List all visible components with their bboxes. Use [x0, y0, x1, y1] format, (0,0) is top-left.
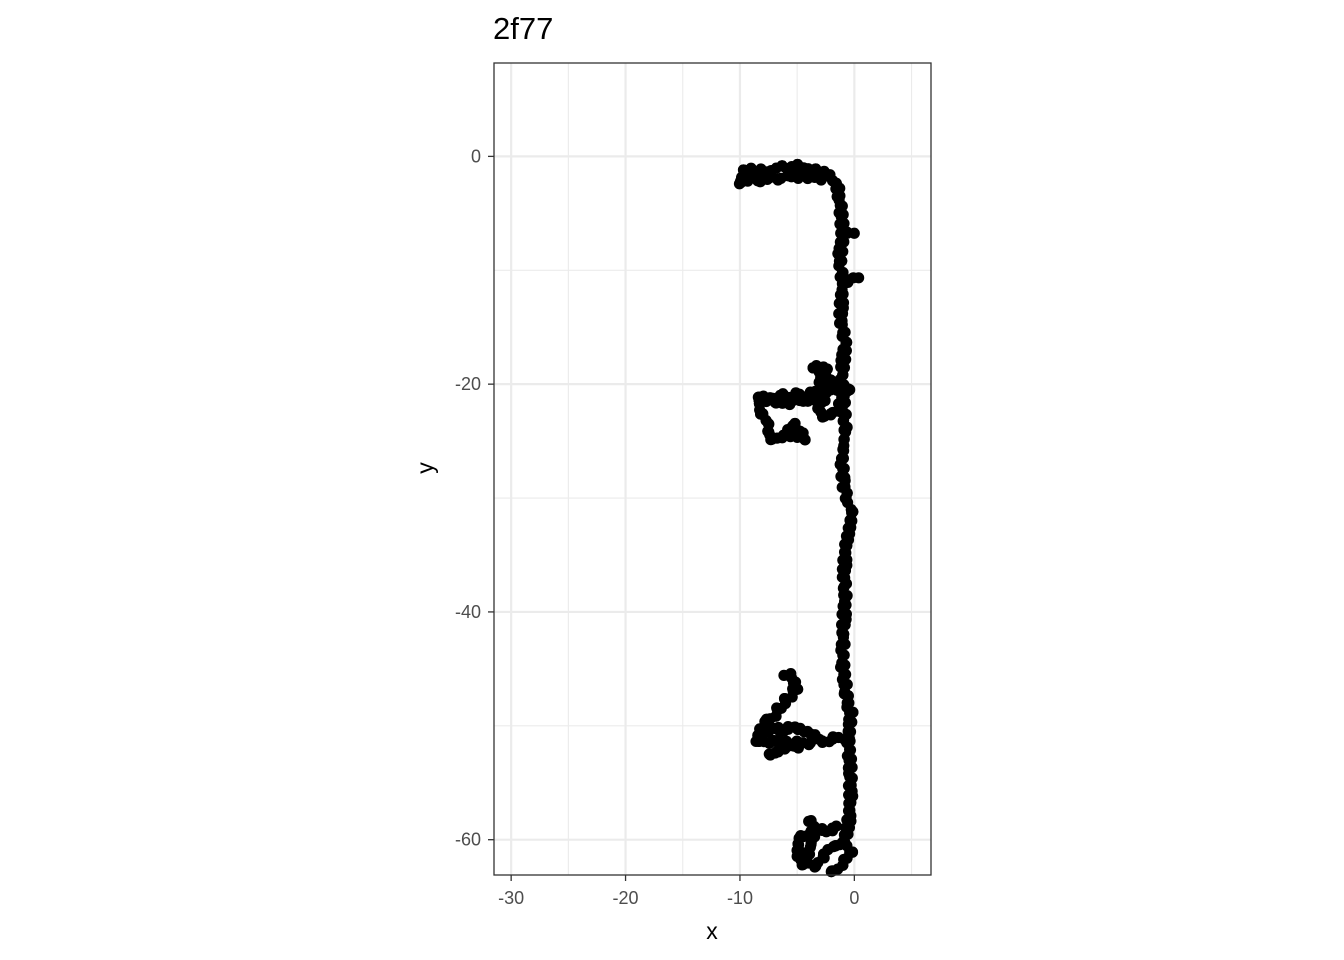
data-point [815, 174, 827, 186]
y-axis-title: y [412, 462, 438, 474]
plot-panel [493, 62, 932, 878]
x-tick-label: -30 [498, 888, 524, 908]
data-point [778, 669, 790, 681]
y-tick-label: 0 [471, 146, 481, 166]
y-tick-label: -20 [455, 374, 481, 394]
y-tick-label: -60 [455, 830, 481, 850]
data-point [803, 815, 815, 827]
x-tick-label: -20 [613, 888, 639, 908]
data-point [810, 860, 822, 872]
x-tick-label: -10 [727, 888, 753, 908]
data-points [733, 158, 865, 878]
x-tick-label: 0 [849, 888, 859, 908]
data-point [853, 272, 865, 284]
panel-border [493, 62, 932, 876]
y-tick-label: -40 [455, 602, 481, 622]
x-axis-title: x [706, 918, 718, 944]
data-point [848, 227, 860, 239]
data-point [792, 742, 804, 754]
panel-background [494, 63, 931, 875]
chart-title: 2f77 [493, 11, 553, 46]
data-point [782, 424, 794, 436]
data-point [809, 729, 821, 741]
data-point [844, 384, 856, 396]
data-point [837, 391, 849, 403]
